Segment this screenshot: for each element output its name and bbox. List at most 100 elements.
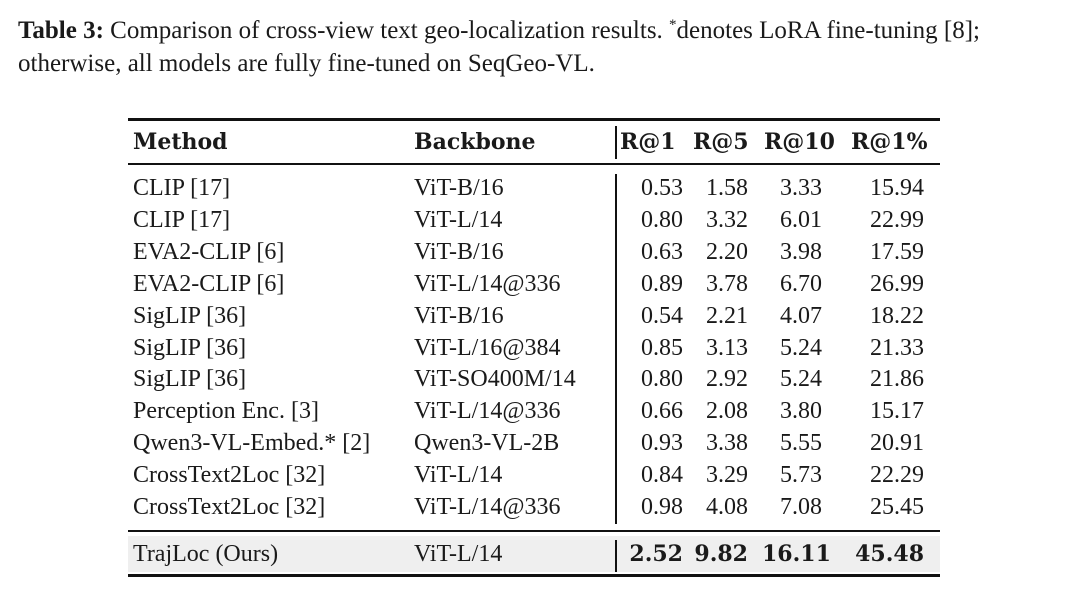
header-method: Method — [133, 129, 228, 155]
header-r5: R@5 — [693, 129, 749, 155]
cell-backbone: ViT-B/16 — [414, 175, 504, 201]
cell-r5: 3.13 — [706, 334, 748, 361]
table-row: EVA2-CLIP [6] ViT-L/14@336 0.89 3.78 6.70 26.… — [128, 268, 940, 300]
table-header-row: Method Backbone R@1 R@5 R@10 R@1% — [128, 126, 940, 158]
cell-method: CrossText2Loc [32] — [133, 462, 326, 489]
cell-backbone: ViT-L/14@336 — [414, 398, 561, 425]
cell-r1: 0.54 — [641, 302, 683, 329]
cell-r5: 3.78 — [706, 270, 748, 297]
header-backbone: Backbone — [414, 129, 536, 155]
cell-backbone: ViT-SO400M/14 — [414, 366, 576, 393]
cell-r10: 6.01 — [780, 206, 822, 233]
cell-r1: 0.93 — [641, 430, 683, 457]
header-r1: R@1 — [620, 129, 676, 155]
caption-text-a: Comparison of cross-view text geo-locali… — [103, 17, 670, 44]
cell-r1-percent: 26.99 — [870, 270, 924, 297]
table-row: Perception Enc. [3] ViT-L/14@336 0.66 2.08 3… — [128, 395, 940, 427]
caption-text-b: denotes LoRA fine-tuning [8]; otherwise,… — [18, 17, 980, 77]
cell-backbone: ViT-L/14@336 — [414, 270, 561, 297]
ours-backbone: ViT-L/14 — [414, 541, 503, 567]
header-rule — [128, 163, 940, 165]
header-r10: R@10 — [764, 129, 835, 155]
cell-method: SigLIP [36] — [133, 366, 247, 393]
cell-r1: 0.85 — [641, 334, 683, 361]
cell-r1: 0.89 — [641, 270, 683, 297]
cell-r10: 3.33 — [780, 175, 822, 201]
table-row: CLIP [17] ViT-B/16 0.53 1.58 3.33 15.94 — [128, 172, 940, 204]
cell-r5: 1.58 — [706, 175, 748, 201]
body-column-divider — [615, 174, 617, 524]
cell-r1: 0.53 — [641, 175, 683, 201]
cell-r5: 4.08 — [706, 494, 748, 520]
cell-method: CLIP [17] — [133, 175, 231, 201]
cell-r10: 3.98 — [780, 238, 822, 265]
cell-r10: 4.07 — [780, 302, 822, 329]
cell-r10: 5.24 — [780, 366, 822, 393]
mid-rule — [128, 530, 940, 532]
cell-method: CrossText2Loc [32] — [133, 494, 326, 520]
cell-r1-percent: 21.33 — [870, 334, 924, 361]
cell-r10: 7.08 — [780, 494, 822, 520]
cell-r1: 0.80 — [641, 366, 683, 393]
cell-r1: 0.66 — [641, 398, 683, 425]
ours-row-highlight — [128, 536, 940, 572]
ours-r5: 9.82 — [694, 541, 748, 567]
cell-r1: 0.80 — [641, 206, 683, 233]
cell-r10: 5.24 — [780, 334, 822, 361]
ours-method: TrajLoc (Ours) — [133, 541, 279, 567]
cell-r5: 2.08 — [706, 398, 748, 425]
cell-backbone: ViT-L/14 — [414, 206, 503, 233]
cell-r1-percent: 15.17 — [870, 398, 924, 425]
cell-r5: 2.21 — [706, 302, 748, 329]
header-column-divider — [615, 126, 617, 159]
cell-backbone: ViT-L/14@336 — [414, 494, 561, 520]
cell-r1-percent: 22.99 — [870, 206, 924, 233]
table-row: EVA2-CLIP [6] ViT-B/16 0.63 2.20 3.98 17.59 — [128, 236, 940, 268]
table-row: Qwen3-VL-Embed.* [2] Qwen3-VL-2B 0.93 3.38 5… — [128, 427, 940, 459]
cell-r1-percent: 17.59 — [870, 238, 924, 265]
cell-r5: 2.20 — [706, 238, 748, 265]
cell-r1: 0.84 — [641, 462, 683, 489]
cell-r5: 3.32 — [706, 206, 748, 233]
ours-r10: 16.11 — [762, 541, 831, 567]
cell-method: EVA2-CLIP [6] — [133, 238, 285, 265]
table-caption: Table 3: Comparison of cross-view text g… — [18, 14, 1054, 80]
cell-backbone: Qwen3-VL-2B — [414, 430, 560, 457]
cell-r10: 5.55 — [780, 430, 822, 457]
cell-r10: 6.70 — [780, 270, 822, 297]
table-row: SigLIP [36] ViT-SO400M/14 0.80 2.92 5.24 21.8… — [128, 363, 940, 395]
cell-r1-percent: 25.45 — [870, 494, 924, 520]
cell-r5: 3.29 — [706, 462, 748, 489]
bottom-rule — [128, 574, 940, 577]
cell-r1: 0.63 — [641, 238, 683, 265]
cell-backbone: ViT-B/16 — [414, 238, 504, 265]
cell-r1-percent: 15.94 — [870, 175, 924, 201]
table-row: CrossText2Loc [32] ViT-L/14@336 0.98 4.08 7.… — [128, 491, 940, 523]
top-rule — [128, 118, 940, 121]
ours-r1-percent: 45.48 — [855, 541, 924, 567]
cell-r5: 2.92 — [706, 366, 748, 393]
header-r1-percent: R@1% — [851, 129, 928, 155]
table-row: CLIP [17] ViT-L/14 0.80 3.32 6.01 22.99 — [128, 204, 940, 236]
cell-r1-percent: 21.86 — [870, 366, 924, 393]
cell-r10: 3.80 — [780, 398, 822, 425]
cell-backbone: ViT-B/16 — [414, 302, 504, 329]
cell-r10: 5.73 — [780, 462, 822, 489]
cell-method: Perception Enc. [3] — [133, 398, 319, 425]
cell-method: EVA2-CLIP [6] — [133, 270, 285, 297]
cell-method: Qwen3-VL-Embed.* [2] — [133, 430, 371, 457]
cell-r1-percent: 22.29 — [870, 462, 924, 489]
table-row: SigLIP [36] ViT-B/16 0.54 2.21 4.07 18.22 — [128, 300, 940, 332]
table-row-ours: TrajLoc (Ours) ViT-L/14 2.52 9.82 16.11 … — [128, 538, 940, 570]
cell-r5: 3.38 — [706, 430, 748, 457]
cell-method: CLIP [17] — [133, 206, 231, 233]
cell-r1-percent: 18.22 — [870, 302, 924, 329]
table-row: CrossText2Loc [32] ViT-L/14 0.84 3.29 5.73 22… — [128, 459, 940, 491]
cell-r1: 0.98 — [641, 494, 683, 520]
cell-r1-percent: 20.91 — [870, 430, 924, 457]
cell-method: SigLIP [36] — [133, 334, 247, 361]
ours-r1: 2.52 — [629, 541, 683, 567]
table-row: SigLIP [36] ViT-L/16@384 0.85 3.13 5.24 21.33 — [128, 332, 940, 364]
caption-label: Table 3: — [18, 17, 104, 44]
cell-backbone: ViT-L/14 — [414, 462, 503, 489]
